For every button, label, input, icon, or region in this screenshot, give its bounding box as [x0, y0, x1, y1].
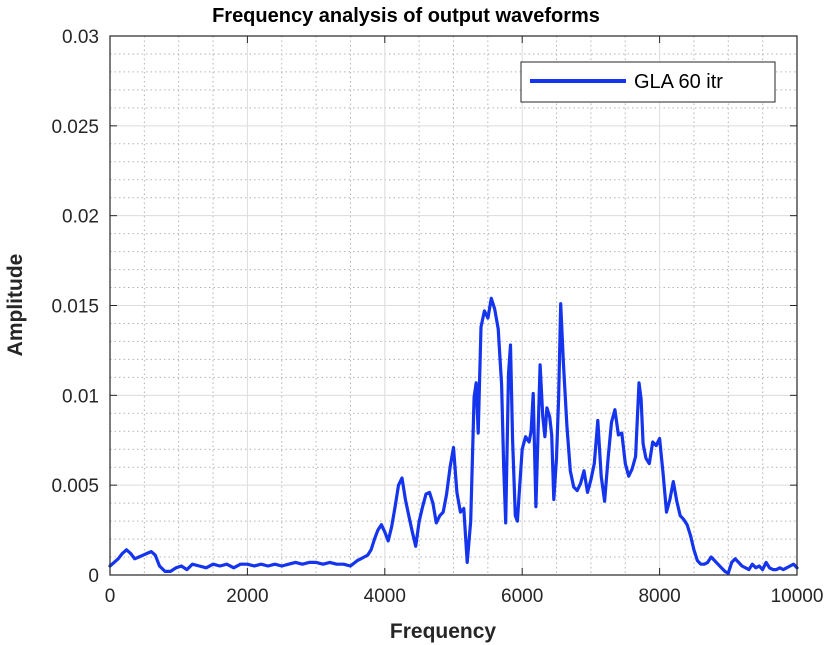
chart-title: Frequency analysis of output waveforms: [212, 5, 600, 27]
y-tick-labels: 0 0.005 0.01 0.015 0.02 0.025 0.03: [51, 27, 99, 587]
ticks: [109, 35, 798, 576]
x-tick-label: 0: [105, 586, 116, 607]
y-tick-label: 0.025: [51, 117, 99, 138]
y-tick-label: 0.01: [62, 386, 99, 407]
x-tick-label: 6000: [501, 586, 543, 607]
x-tick-label: 8000: [638, 586, 680, 607]
legend-label: GLA 60 itr: [634, 71, 723, 93]
series-line: [108, 296, 799, 575]
y-tick-label: 0.015: [51, 297, 99, 318]
y-tick-label: 0.005: [51, 476, 99, 497]
x-axis-label: Frequency: [390, 620, 497, 643]
x-tick-label: 2000: [226, 586, 268, 607]
series-layer: [108, 296, 799, 575]
x-tick-label: 4000: [364, 586, 406, 607]
y-tick-label: 0.02: [62, 207, 99, 228]
major-grid: [109, 35, 798, 576]
y-tick-label: 0: [88, 566, 99, 587]
legend[interactable]: GLA 60 itr: [520, 61, 776, 103]
x-tick-labels: 0 2000 4000 6000 8000 10000: [105, 586, 824, 607]
minor-grid: [110, 36, 797, 575]
y-axis-label: Amplitude: [4, 254, 27, 357]
y-tick-label: 0.03: [62, 27, 99, 48]
x-tick-label: 10000: [771, 586, 824, 607]
